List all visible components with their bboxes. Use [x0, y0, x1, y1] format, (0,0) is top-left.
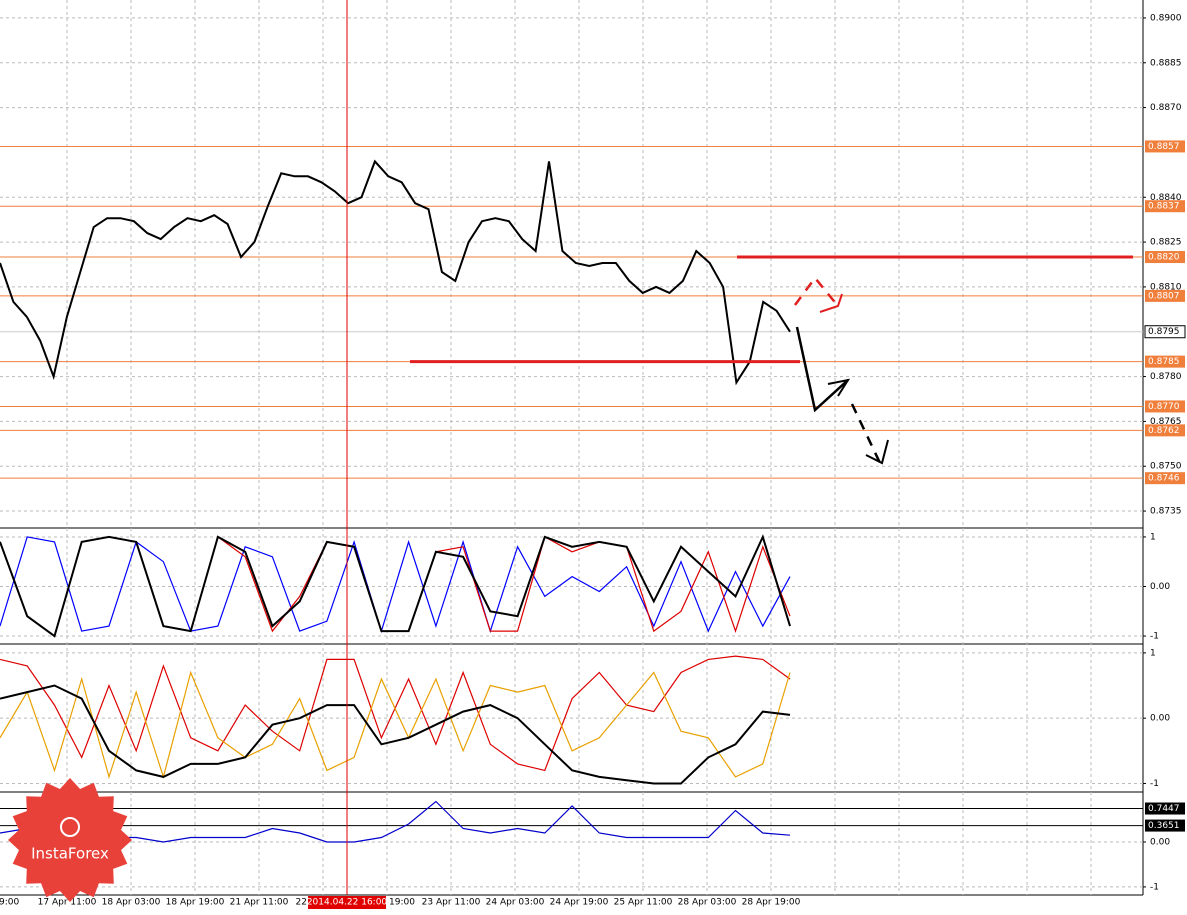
y-tick-label: 0.8900: [1150, 13, 1182, 23]
series-line: [0, 800, 791, 843]
level-label: 0.8807: [1148, 291, 1180, 301]
level-label: 0.8837: [1148, 202, 1180, 212]
level-label-box: [1145, 200, 1185, 213]
x-tick-label: 23 Apr 11:00: [422, 898, 481, 908]
level-label-box: [1145, 802, 1185, 815]
y-tick-label: 0.00: [1150, 582, 1170, 592]
current-price-label: 0.8795: [1148, 327, 1180, 337]
y-tick-label: -1: [1150, 882, 1159, 892]
y-tick-label: -1: [1150, 779, 1159, 789]
logo-icon: [60, 817, 80, 837]
x-tick-label: 28 Apr 19:00: [742, 898, 801, 908]
x-tick-label: 17 Apr 11:00: [38, 898, 97, 908]
forecast-arrow: [850, 403, 882, 464]
level-label-box: [1145, 424, 1185, 437]
y-tick-label: 1: [1150, 532, 1156, 542]
series-line: [0, 159, 791, 386]
series-line: [0, 536, 791, 634]
y-tick-label: -1: [1150, 632, 1159, 642]
forecast-arrowhead: [819, 293, 843, 313]
y-tick-label: 0.8840: [1150, 193, 1182, 203]
crosshair-label-box: [308, 896, 386, 909]
y-tick-label: 0.00: [1150, 714, 1170, 724]
level-label: 0.8762: [1148, 426, 1180, 436]
y-tick-label: 1: [1150, 648, 1156, 658]
level-label: 0.7447: [1148, 804, 1180, 814]
x-tick-label: r 19:00: [0, 898, 20, 908]
level-label-box: [1145, 251, 1185, 264]
x-tick-label: 22: [296, 898, 307, 908]
series-line: [0, 684, 791, 785]
level-label: 0.3651: [1148, 821, 1180, 831]
x-tick-label: 21 Apr 11:00: [230, 898, 289, 908]
forecast-arrowhead: [827, 378, 851, 397]
level-label: 0.8857: [1148, 142, 1180, 152]
forecast-arrow: [793, 275, 839, 307]
x-tick-label: 18 Apr 19:00: [166, 898, 225, 908]
level-label-box: [1145, 400, 1185, 413]
x-tick-label: 24 Apr 19:00: [550, 898, 609, 908]
y-tick-label: 0.8825: [1150, 238, 1182, 248]
y-tick-label: 0.8810: [1150, 282, 1182, 292]
level-label: 0.8746: [1148, 474, 1180, 484]
y-tick-label: 0.8780: [1150, 372, 1182, 382]
level-label: 0.8820: [1148, 253, 1180, 263]
y-tick-label: 0.8750: [1150, 462, 1182, 472]
level-label-box: [1145, 355, 1185, 368]
level-label-box: [1145, 472, 1185, 485]
y-tick-label: 0.8870: [1150, 103, 1182, 113]
x-tick-label: 19:00: [389, 898, 415, 908]
x-tick-label: 25 Apr 11:00: [614, 898, 673, 908]
level-label-box: [1145, 140, 1185, 153]
y-tick-label: 0.00: [1150, 837, 1170, 847]
y-tick-label: 0.8735: [1150, 507, 1182, 517]
logo-badge: [8, 778, 132, 902]
x-tick-label: 18 Apr 03:00: [102, 898, 161, 908]
level-label-box: [1145, 819, 1185, 832]
x-tick-label: 28 Apr 03:00: [678, 898, 737, 908]
level-label: 0.8785: [1148, 357, 1180, 367]
forecast-arrow: [795, 326, 849, 413]
level-label: 0.8770: [1148, 402, 1180, 412]
logo-text: InstaForex: [31, 845, 109, 863]
series-line: [0, 534, 791, 638]
crosshair-label: 2014.04.22 16:00: [307, 898, 388, 908]
current-price-box: [1144, 325, 1186, 339]
level-label-box: [1145, 289, 1185, 302]
forecast-arrowhead: [865, 439, 889, 465]
x-tick-label: 24 Apr 03:00: [486, 898, 545, 908]
y-tick-label: 0.8885: [1150, 58, 1182, 68]
series-line: [0, 670, 791, 780]
y-tick-label: 0.8765: [1150, 417, 1182, 427]
